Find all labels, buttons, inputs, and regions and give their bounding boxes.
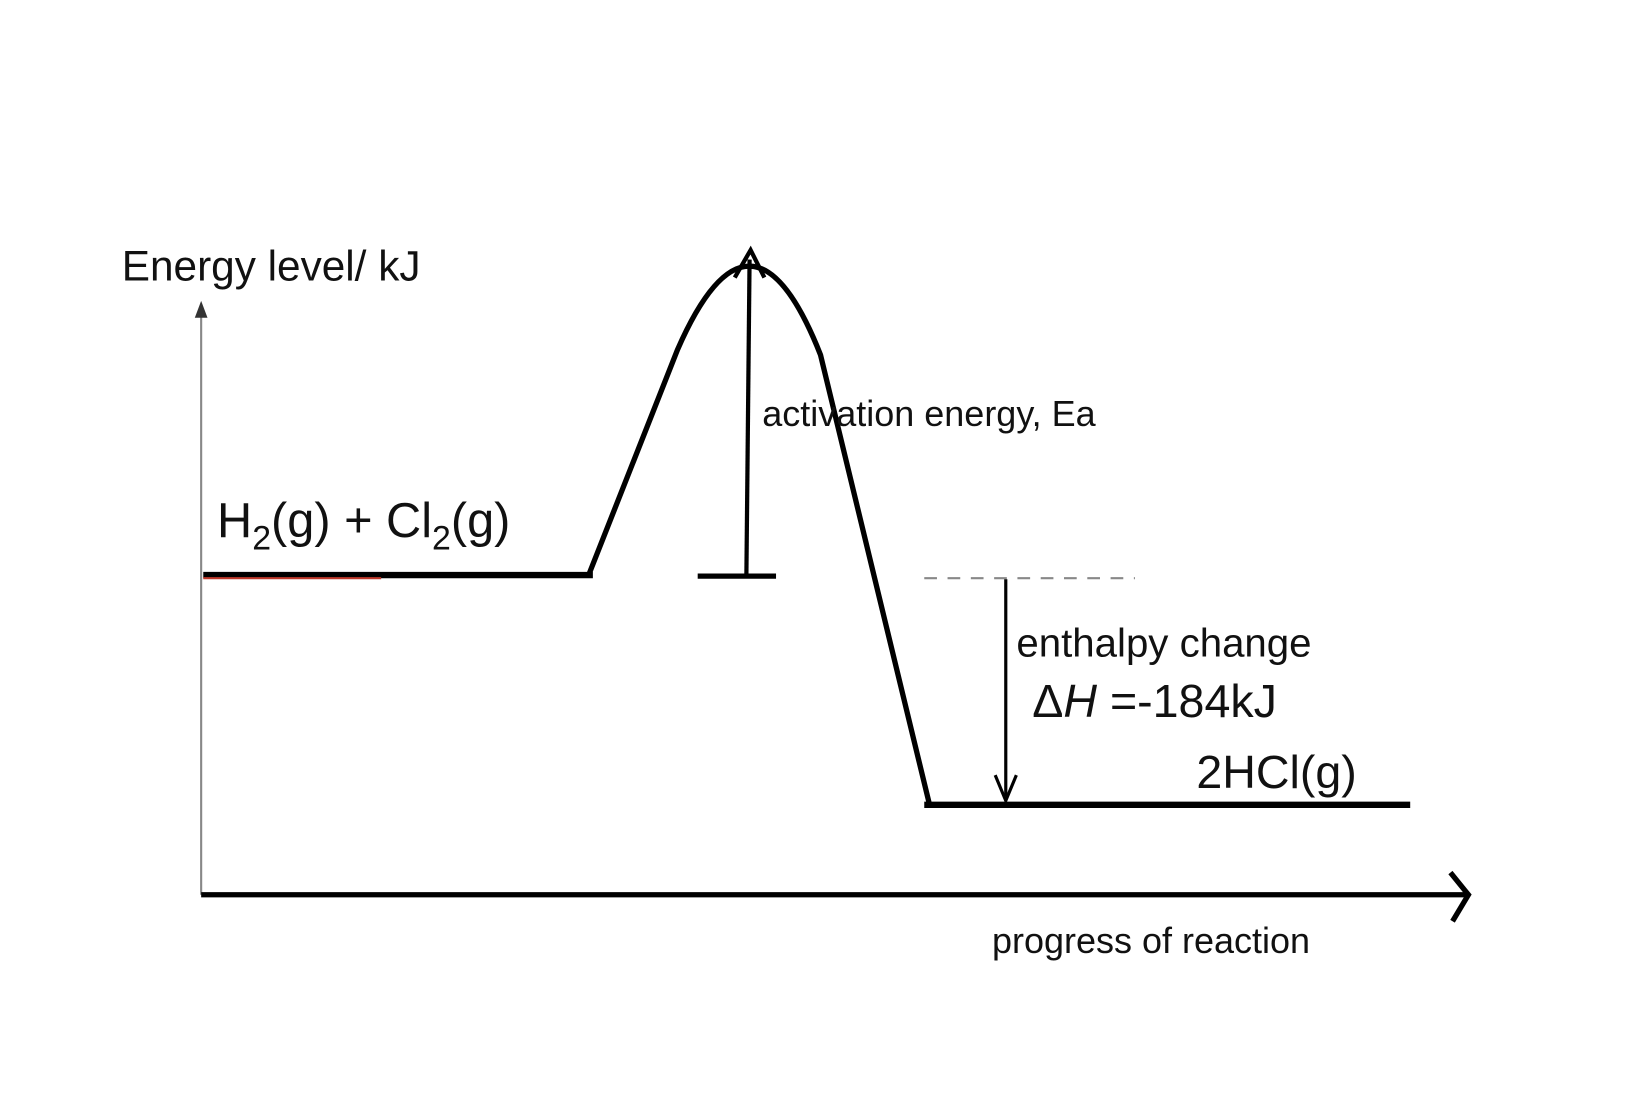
text-part: (g) xyxy=(451,494,511,548)
x-axis-arrow xyxy=(1448,870,1472,923)
enthalpy-arrowhead xyxy=(993,774,1018,805)
subscript: 2 xyxy=(432,520,451,558)
y-axis-arrow xyxy=(194,300,208,318)
text-part: H xyxy=(217,494,252,548)
text-part: (g) + Cl xyxy=(271,494,432,548)
products-label: 2HCl(g) xyxy=(1196,746,1356,798)
text-part: =-184kJ xyxy=(1097,675,1277,727)
x-axis-label: progress of reaction xyxy=(992,920,1310,961)
y-axis-label: Energy level/ kJ xyxy=(122,243,421,290)
text-part: Δ xyxy=(1032,675,1063,727)
activation-label: activation energy, Ea xyxy=(762,393,1096,434)
reactants-label: H2(g) + Cl2(g) xyxy=(217,494,510,558)
activation-arrowhead xyxy=(732,245,767,279)
text-part: H xyxy=(1063,675,1097,727)
enthalpy-value: ΔH =-184kJ xyxy=(1032,675,1277,727)
subscript: 2 xyxy=(252,520,271,558)
enthalpy-label: enthalpy change xyxy=(1016,621,1311,666)
activation-arrow xyxy=(744,259,752,576)
